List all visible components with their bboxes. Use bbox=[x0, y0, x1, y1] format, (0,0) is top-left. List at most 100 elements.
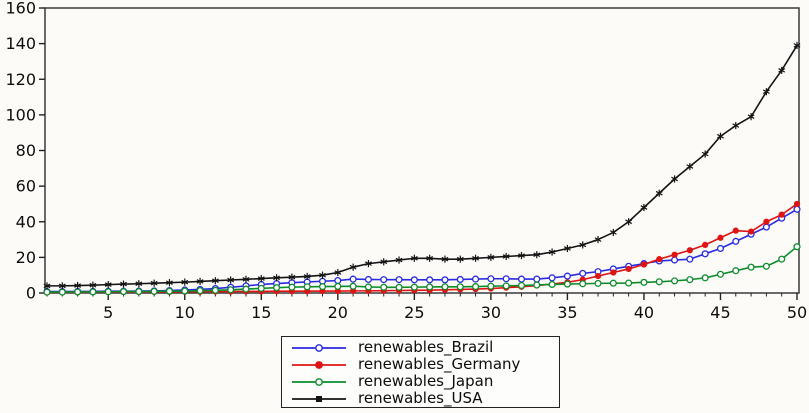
marker-renewables_Brazil bbox=[762, 223, 770, 231]
legend-label: renewables_USA bbox=[358, 389, 483, 407]
usa-asterisk-marker bbox=[181, 278, 189, 286]
marker-renewables_Japan bbox=[778, 255, 786, 263]
marker-renewables_Japan bbox=[579, 280, 587, 288]
marker-renewables_Japan bbox=[686, 276, 694, 284]
marker-renewables_Brazil bbox=[395, 276, 403, 284]
marker-renewables_Japan bbox=[762, 262, 770, 270]
legend-item-renewables_Brazil: renewables_Brazil bbox=[291, 339, 559, 356]
usa-asterisk-marker bbox=[334, 268, 342, 277]
marker-renewables_Brazil bbox=[472, 275, 480, 283]
marker-renewables_Brazil bbox=[410, 276, 418, 284]
x-axis-tick-label: 25 bbox=[404, 303, 424, 322]
usa-asterisk-marker bbox=[793, 41, 801, 50]
marker-renewables_Germany bbox=[717, 234, 724, 241]
marker-renewables_Japan bbox=[74, 288, 82, 296]
legend-item-renewables_USA: renewables_USA bbox=[291, 390, 559, 407]
y-axis-tick-label: 140 bbox=[5, 34, 36, 53]
usa-asterisk-marker bbox=[410, 254, 418, 262]
x-axis-tick-label: 5 bbox=[103, 303, 113, 322]
marker-renewables_Japan bbox=[135, 288, 143, 296]
usa-asterisk-marker bbox=[273, 274, 281, 282]
marker-renewables_Germany bbox=[656, 256, 663, 263]
usa-asterisk-marker bbox=[778, 66, 786, 74]
marker-renewables_Japan bbox=[456, 283, 464, 291]
marker-renewables_Japan bbox=[181, 287, 189, 295]
plot-frame bbox=[44, 7, 800, 294]
marker-renewables_Japan bbox=[242, 285, 250, 293]
open-circle-swatch-icon bbox=[292, 343, 346, 352]
marker-renewables_Brazil bbox=[793, 205, 801, 213]
marker-renewables_Germany bbox=[747, 228, 755, 235]
marker-renewables_Japan bbox=[119, 288, 128, 296]
legend-label: renewables_Japan bbox=[358, 372, 494, 390]
marker-renewables_Brazil bbox=[426, 276, 434, 284]
marker-renewables_Japan bbox=[609, 279, 617, 287]
marker-renewables_Japan bbox=[747, 263, 755, 271]
usa-asterisk-marker bbox=[625, 218, 633, 226]
usa-asterisk-marker bbox=[579, 241, 587, 249]
chart-legend: renewables_Brazil renewables_Germany renew… bbox=[281, 336, 560, 408]
x-axis-tick-label: 40 bbox=[634, 303, 654, 322]
marker-renewables_Japan bbox=[58, 288, 66, 296]
usa-asterisk-marker bbox=[150, 279, 158, 287]
y-axis-tick-label: 40 bbox=[16, 212, 36, 231]
x-axis-tick-label: 45 bbox=[710, 303, 730, 322]
marker-renewables_Japan bbox=[395, 283, 403, 291]
legend-label: renewables_Brazil bbox=[358, 338, 494, 356]
usa-asterisk-marker bbox=[717, 132, 724, 140]
usa-asterisk-marker bbox=[609, 228, 617, 237]
usa-asterisk-marker bbox=[487, 253, 495, 261]
usa-asterisk-marker bbox=[380, 258, 388, 266]
marker-renewables_Germany bbox=[793, 200, 801, 208]
marker-renewables_Brazil bbox=[579, 269, 587, 277]
marker-renewables_Brazil bbox=[563, 272, 571, 280]
y-axis-tick-label: 60 bbox=[16, 177, 36, 196]
usa-asterisk-marker bbox=[671, 175, 678, 183]
marker-renewables_Germany bbox=[610, 269, 617, 276]
marker-renewables_Brazil bbox=[502, 275, 510, 283]
marker-renewables_Germany bbox=[671, 251, 678, 258]
usa-asterisk-marker bbox=[349, 263, 357, 271]
marker-renewables_Japan bbox=[671, 277, 679, 285]
y-axis-tick-label: 20 bbox=[16, 248, 36, 267]
marker-renewables_Japan bbox=[257, 284, 265, 292]
marker-renewables_Japan bbox=[165, 287, 173, 295]
marker-renewables_Japan bbox=[334, 282, 342, 290]
x-axis-tick-label: 20 bbox=[328, 303, 348, 322]
marker-renewables_Brazil bbox=[349, 275, 357, 283]
marker-renewables_Brazil bbox=[487, 275, 495, 283]
filled-circle-swatch-icon bbox=[292, 360, 346, 369]
marker-renewables_Japan bbox=[196, 287, 204, 295]
marker-renewables_Japan bbox=[380, 283, 388, 291]
x-axis-tick-label: 50 bbox=[787, 303, 807, 322]
y-axis-tick-label: 0 bbox=[26, 284, 36, 303]
marker-renewables_Germany bbox=[686, 247, 693, 254]
marker-renewables_Japan bbox=[472, 283, 480, 291]
usa-asterisk-marker bbox=[441, 255, 449, 263]
marker-renewables_Japan bbox=[655, 278, 663, 286]
marker-renewables_Brazil bbox=[732, 237, 740, 245]
usa-asterisk-marker bbox=[196, 277, 204, 286]
usa-asterisk-marker bbox=[701, 150, 709, 158]
marker-renewables_Japan bbox=[563, 280, 571, 288]
usa-asterisk-marker bbox=[533, 251, 541, 259]
marker-renewables_Japan bbox=[364, 283, 372, 291]
usa-asterisk-marker bbox=[732, 121, 740, 130]
usa-asterisk-marker bbox=[548, 248, 556, 256]
legend-item-renewables_Germany: renewables_Germany bbox=[291, 356, 559, 373]
marker-renewables_Japan bbox=[349, 282, 357, 290]
marker-renewables_Brazil bbox=[380, 276, 388, 284]
marker-renewables_Japan bbox=[640, 278, 648, 286]
marker-renewables_Brazil bbox=[548, 274, 556, 282]
usa-asterisk-marker bbox=[747, 113, 755, 121]
usa-asterisk-marker bbox=[43, 282, 51, 290]
usa-asterisk-marker bbox=[227, 276, 235, 284]
marker-renewables_Germany bbox=[594, 272, 602, 280]
open-circle-swatch-icon bbox=[292, 377, 346, 386]
marker-renewables_Germany bbox=[763, 218, 770, 225]
usa-asterisk-marker bbox=[364, 260, 372, 268]
marker-renewables_Japan bbox=[211, 286, 219, 294]
usa-asterisk-marker bbox=[502, 252, 510, 261]
y-axis-tick-label: 120 bbox=[5, 70, 36, 89]
